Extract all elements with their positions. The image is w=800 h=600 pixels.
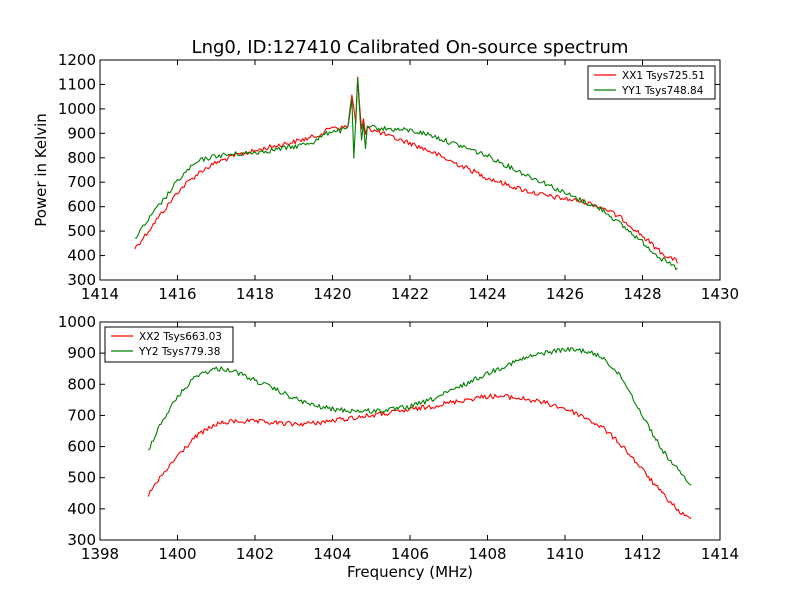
legend-label: XX2 Tsys663.03 bbox=[139, 331, 222, 343]
top-panel-legend: XX1 Tsys725.51 YY1 Tsys748.84 bbox=[587, 65, 716, 100]
legend-label: YY1 Tsys748.84 bbox=[621, 85, 704, 97]
top-panel-ticks: 1414 1416 1418 1420 1422 1424 1426 1428 1430 300 4… bbox=[58, 51, 739, 303]
y-tick-label: 600 bbox=[67, 438, 96, 456]
legend-box bbox=[587, 65, 716, 100]
y-tick-label: 1100 bbox=[58, 75, 96, 93]
x-tick-label: 1414 bbox=[81, 285, 119, 303]
y-axis-label: Power in Kelvin bbox=[32, 113, 50, 227]
chart-title: Lng0, ID:127410 Calibrated On-source spe… bbox=[192, 37, 629, 58]
y-tick-label: 400 bbox=[67, 500, 96, 518]
series-line-green bbox=[148, 346, 692, 486]
x-tick-label: 1420 bbox=[313, 285, 351, 303]
y-tick-label: 400 bbox=[67, 247, 96, 265]
y-tick-label: 700 bbox=[67, 173, 96, 191]
y-tick-label: 700 bbox=[67, 406, 96, 424]
x-tick-label: 1402 bbox=[236, 545, 274, 563]
top-panel: 1414 1416 1418 1420 1422 1424 1426 1428 1430 300 4… bbox=[32, 51, 739, 303]
y-tick-label: 800 bbox=[67, 375, 96, 393]
x-tick-label: 1408 bbox=[468, 545, 506, 563]
y-tick-label: 900 bbox=[67, 344, 96, 362]
y-tick-label: 1000 bbox=[58, 100, 96, 118]
x-tick-label: 1414 bbox=[701, 545, 739, 563]
x-tick-label: 1406 bbox=[391, 545, 429, 563]
x-tick-label: 1404 bbox=[313, 545, 351, 563]
x-tick-label: 1400 bbox=[158, 545, 196, 563]
x-tick-label: 1398 bbox=[81, 545, 119, 563]
top-panel-series bbox=[134, 76, 678, 271]
legend-box bbox=[104, 326, 234, 363]
x-tick-label: 1410 bbox=[546, 545, 584, 563]
x-tick-label: 1418 bbox=[236, 285, 274, 303]
bottom-panel-legend: XX2 Tsys663.03 YY2 Tsys779.38 bbox=[104, 326, 234, 363]
series-line-green bbox=[134, 77, 678, 271]
bottom-panel-series bbox=[147, 346, 692, 520]
x-tick-label: 1416 bbox=[158, 285, 196, 303]
y-tick-label: 1000 bbox=[58, 313, 96, 331]
x-tick-label: 1428 bbox=[623, 285, 661, 303]
x-tick-label: 1426 bbox=[546, 285, 584, 303]
y-tick-label: 300 bbox=[67, 531, 96, 549]
y-tick-label: 300 bbox=[67, 271, 96, 289]
y-tick-label: 600 bbox=[67, 198, 96, 216]
x-tick-label: 1430 bbox=[701, 285, 739, 303]
y-tick-label: 800 bbox=[67, 149, 96, 167]
x-tick-label: 1424 bbox=[468, 285, 506, 303]
bottom-panel-ticks: 1398 1400 1402 1404 1406 1408 1410 1412 1414 300 4… bbox=[58, 313, 739, 563]
y-tick-label: 1200 bbox=[58, 51, 96, 69]
legend-label: YY2 Tsys779.38 bbox=[138, 346, 220, 358]
y-tick-label: 500 bbox=[67, 469, 96, 487]
series-line-red bbox=[147, 393, 692, 520]
bottom-panel: 1398 1400 1402 1404 1406 1408 1410 1412 1414 300 4… bbox=[58, 313, 739, 581]
x-tick-label: 1412 bbox=[623, 545, 661, 563]
x-axis-label: Frequency (MHz) bbox=[347, 563, 473, 581]
x-tick-label: 1422 bbox=[391, 285, 429, 303]
y-tick-label: 900 bbox=[67, 124, 96, 142]
legend-label: XX1 Tsys725.51 bbox=[622, 70, 705, 82]
y-tick-label: 500 bbox=[67, 222, 96, 240]
series-line-red bbox=[134, 76, 678, 264]
